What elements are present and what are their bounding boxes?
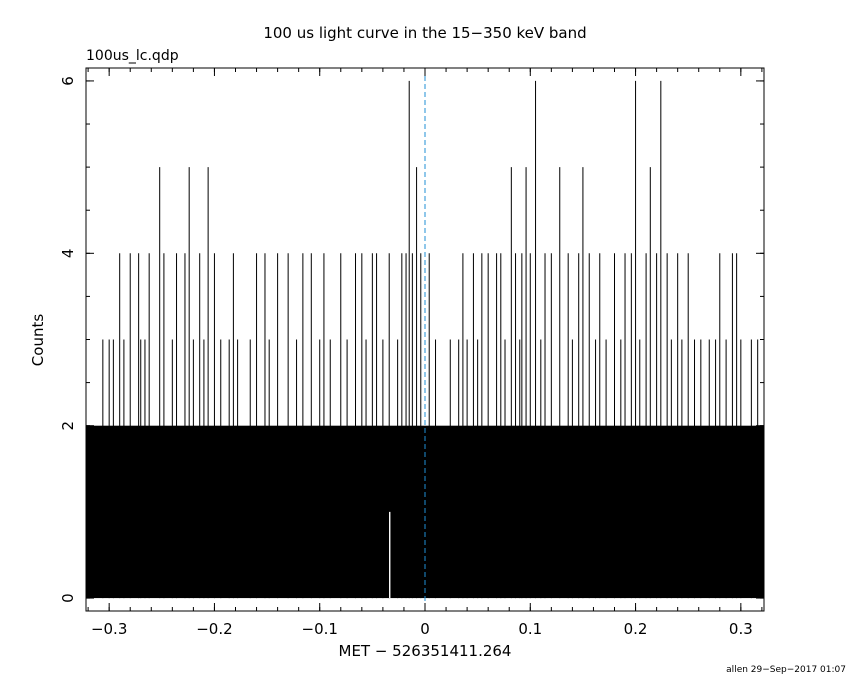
x-tick-label: 0: [420, 620, 430, 638]
y-tick-label: 2: [59, 421, 77, 431]
chart-subtitle: 100us_lc.qdp: [86, 48, 179, 64]
y-axis: 0 2 4 6: [59, 76, 764, 603]
x-tick-label: −0.1: [302, 620, 338, 638]
x-tick-label: 0.1: [518, 620, 542, 638]
footer-stamp: allen 29−Sep−2017 01:07: [726, 665, 846, 675]
x-tick-label: 0.2: [624, 620, 648, 638]
x-axis: −0.3 −0.2 −0.1 0 0.1 0.2 0.3: [87, 68, 763, 638]
y-tick-label: 0: [59, 593, 77, 603]
y-tick-label: 6: [59, 76, 77, 86]
x-axis-label: MET − 526351411.264: [339, 642, 512, 660]
x-tick-label: −0.3: [91, 620, 127, 638]
y-axis-label: Counts: [29, 314, 47, 367]
x-tick-label: −0.2: [196, 620, 232, 638]
x-tick-label: 0.3: [729, 620, 753, 638]
y-tick-label: 4: [59, 249, 77, 259]
chart-title: 100 us light curve in the 15−350 keV ban…: [263, 24, 586, 42]
